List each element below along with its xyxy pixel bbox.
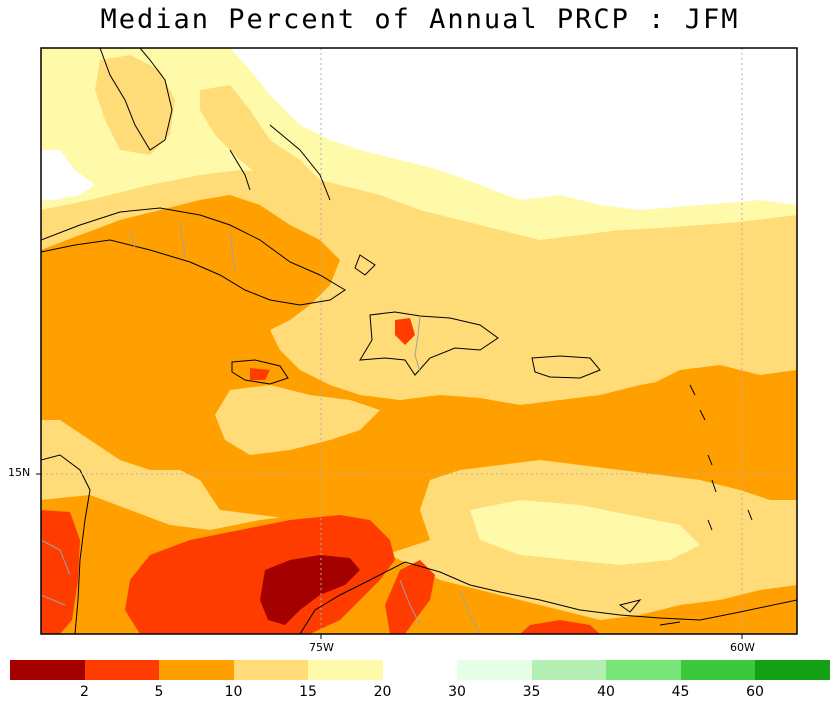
region-red-west bbox=[41, 510, 80, 634]
legend-label: 45 bbox=[671, 684, 690, 700]
legend-swatch bbox=[10, 660, 85, 680]
legend-swatch bbox=[159, 660, 234, 680]
region-red-colombia bbox=[385, 560, 435, 634]
region-white-west bbox=[41, 150, 95, 200]
map-title: Median Percent of Annual PRCP : JFM bbox=[100, 4, 740, 35]
coast-hispaniola bbox=[359, 311, 499, 376]
region-orange-east bbox=[640, 365, 797, 460]
coast-south-america bbox=[299, 561, 797, 634]
border-south-america bbox=[399, 579, 481, 634]
border-haiti-dr bbox=[414, 315, 421, 373]
legend-swatch bbox=[606, 660, 681, 680]
region-red-jamaica bbox=[250, 368, 270, 380]
coast-bahamas-3 bbox=[354, 254, 376, 276]
legend-label: 5 bbox=[154, 684, 164, 700]
border-central-america bbox=[41, 539, 71, 606]
region-red-south bbox=[125, 515, 395, 634]
legend-swatch bbox=[531, 660, 606, 680]
coast-puerto-rico bbox=[531, 355, 601, 379]
lon-label-60w: 60W bbox=[730, 641, 755, 654]
map-frame bbox=[40, 47, 798, 635]
legend-swatch bbox=[308, 660, 383, 680]
region-red-hispaniola bbox=[395, 318, 415, 345]
legend-swatch bbox=[457, 660, 532, 680]
region-light-yellow-east bbox=[470, 500, 700, 565]
legend-label: 15 bbox=[299, 684, 317, 700]
coast-florida bbox=[99, 48, 173, 151]
region-light-orange-bahamas bbox=[200, 85, 330, 200]
coast-central-america bbox=[41, 454, 91, 634]
region-orange bbox=[41, 195, 797, 560]
legend-swatch bbox=[84, 660, 159, 680]
region-white-north bbox=[230, 48, 797, 210]
legend-label: 30 bbox=[448, 684, 466, 700]
legend-label: 40 bbox=[597, 684, 615, 700]
legend-label: 60 bbox=[746, 684, 764, 700]
region-red-se bbox=[520, 620, 600, 634]
coast-cuba bbox=[41, 207, 346, 306]
coast-jamaica bbox=[231, 359, 289, 385]
legend-swatch bbox=[233, 660, 308, 680]
coast-bahamas-1 bbox=[229, 149, 251, 191]
region-light-orange-florida bbox=[95, 55, 175, 155]
lon-label-75w: 75W bbox=[309, 641, 334, 654]
coast-bahamas-2 bbox=[269, 124, 331, 201]
legend-label: 35 bbox=[522, 684, 541, 700]
border-cuba-provinces bbox=[129, 221, 236, 273]
legend-label: 20 bbox=[373, 684, 392, 700]
coast-antilles bbox=[618, 384, 753, 626]
region-deep-red bbox=[260, 555, 360, 625]
legend-swatch bbox=[382, 660, 457, 680]
lat-label-15n: 15N bbox=[8, 466, 31, 479]
legend-label: 10 bbox=[224, 684, 243, 700]
color-legend: 2 5 10 15 20 30 35 40 45 60 bbox=[0, 660, 840, 708]
legend-swatch bbox=[755, 660, 830, 680]
legend-swatch bbox=[680, 660, 755, 680]
region-light-central bbox=[215, 385, 380, 455]
legend-label: 2 bbox=[80, 684, 89, 700]
